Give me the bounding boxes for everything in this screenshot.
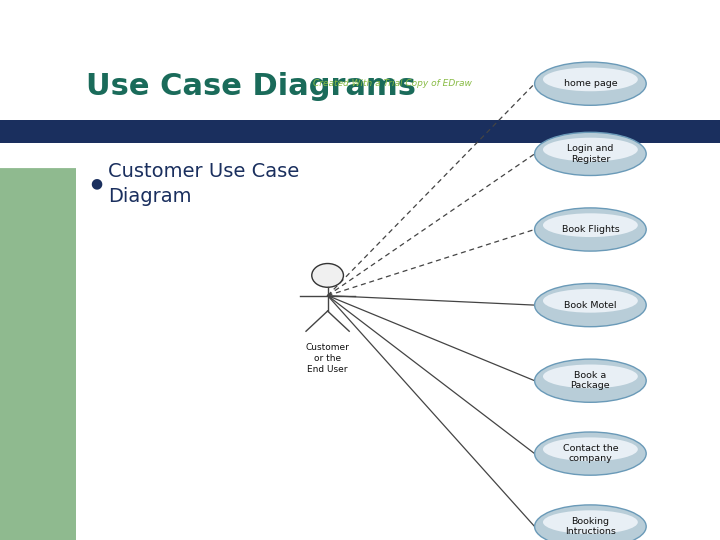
Circle shape (312, 264, 343, 287)
Ellipse shape (543, 364, 638, 388)
Text: Use Case Diagrams: Use Case Diagrams (86, 72, 416, 101)
FancyBboxPatch shape (0, 0, 112, 167)
Text: Created With a Trial Copy of EDraw: Created With a Trial Copy of EDraw (313, 79, 472, 88)
Ellipse shape (534, 284, 647, 327)
Text: Customer
or the
End User: Customer or the End User (306, 343, 349, 374)
Bar (0, 120, 720, 143)
Text: Customer Use Case
Diagram: Customer Use Case Diagram (108, 161, 300, 206)
Text: Contact the
company: Contact the company (562, 444, 618, 463)
Text: Book Motel: Book Motel (564, 301, 616, 309)
Ellipse shape (534, 132, 647, 176)
Ellipse shape (543, 68, 638, 91)
Text: home page: home page (564, 79, 617, 88)
Text: Booking
Intructions: Booking Intructions (565, 517, 616, 536)
Ellipse shape (534, 62, 647, 105)
Bar (0, 0, 76, 540)
Ellipse shape (534, 432, 647, 475)
Ellipse shape (543, 138, 638, 161)
Ellipse shape (534, 505, 647, 540)
Text: ●: ● (90, 177, 102, 191)
Ellipse shape (534, 359, 647, 402)
Ellipse shape (534, 208, 647, 251)
Text: Book Flights: Book Flights (562, 225, 619, 234)
Ellipse shape (543, 289, 638, 313)
Ellipse shape (543, 510, 638, 534)
Ellipse shape (543, 213, 638, 237)
Text: Login and
Register: Login and Register (567, 144, 613, 164)
Ellipse shape (543, 437, 638, 461)
Text: Book a
Package: Book a Package (570, 371, 611, 390)
